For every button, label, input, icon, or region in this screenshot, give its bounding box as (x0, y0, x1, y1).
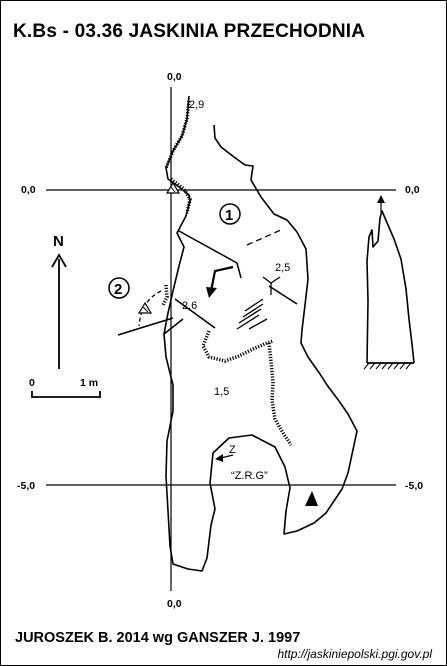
grid-label-right-zero: 0,0 (405, 184, 420, 196)
sinter-hatch-icon (236, 298, 268, 330)
depth-label-2-9: 2,9 (189, 99, 204, 111)
chamber-2-circle (108, 277, 130, 299)
z-label: Z (229, 444, 236, 456)
cross-line-upper-right (236, 262, 242, 279)
grid-label-top: 0,0 (167, 71, 182, 83)
cross-section-ground-hatch (363, 362, 412, 370)
map-title: K.Bs - 03.36 JASKINIA PRZECHODNIA (13, 21, 366, 42)
hatched-edge-left-chamber (161, 284, 169, 306)
source-url: http://jaskiniepolski.pgi.gov.pl (277, 647, 432, 661)
grid-label-left-minus5: -5,0 (17, 480, 35, 492)
survey-station-left-icon (137, 301, 153, 314)
down-arrow-icon (209, 265, 234, 292)
depth-label-2-6: 2,6 (182, 300, 197, 312)
author-credit: JUROSZEK B. 2014 wg GANSZER J. 1997 (15, 630, 301, 646)
left-branch-dashed-arc (138, 290, 162, 327)
hatched-edge-middle (201, 330, 274, 363)
cross-line-left-branch (117, 317, 174, 336)
scale-start-label: 0 (29, 377, 35, 389)
lower-passage-arrow-icon (305, 491, 318, 506)
chamber-2-label: 2 (114, 281, 122, 298)
cross-line-middle-right (268, 285, 298, 305)
survey-station-upper-icon (165, 181, 181, 194)
depth-label-1-5: 1,5 (214, 386, 229, 398)
cross-section-outline (366, 210, 415, 364)
north-arrow-icon (51, 253, 67, 268)
cross-line-dashed (246, 228, 284, 246)
north-label: N (53, 233, 64, 250)
chamber-1-circle (219, 203, 241, 225)
hatched-edge-lower (267, 342, 293, 446)
scale-end-label: 1 m (80, 377, 98, 389)
down-arrow-head-icon (206, 287, 217, 298)
chamber-1-label: 1 (225, 207, 233, 224)
hatched-edge-upper (164, 100, 191, 169)
cross-section-marker-arrow-icon (377, 195, 385, 203)
zrg-label: “Z.R.G” (231, 470, 268, 482)
depth-label-2-5: 2,5 (275, 262, 290, 274)
grid-label-bottom: 0,0 (167, 598, 182, 610)
flowstone-y-icon (262, 276, 281, 295)
cross-line-middle (174, 298, 216, 329)
grid-label-right-minus5: -5,0 (405, 480, 423, 492)
cross-line-left-branch-2 (163, 318, 184, 335)
z-arrow-head-icon (215, 454, 223, 462)
scale-bar (31, 391, 101, 398)
cave-outline-west-wall (163, 95, 358, 572)
cross-line-upper (178, 230, 238, 264)
grid-label-left-zero: 0,0 (21, 184, 36, 196)
